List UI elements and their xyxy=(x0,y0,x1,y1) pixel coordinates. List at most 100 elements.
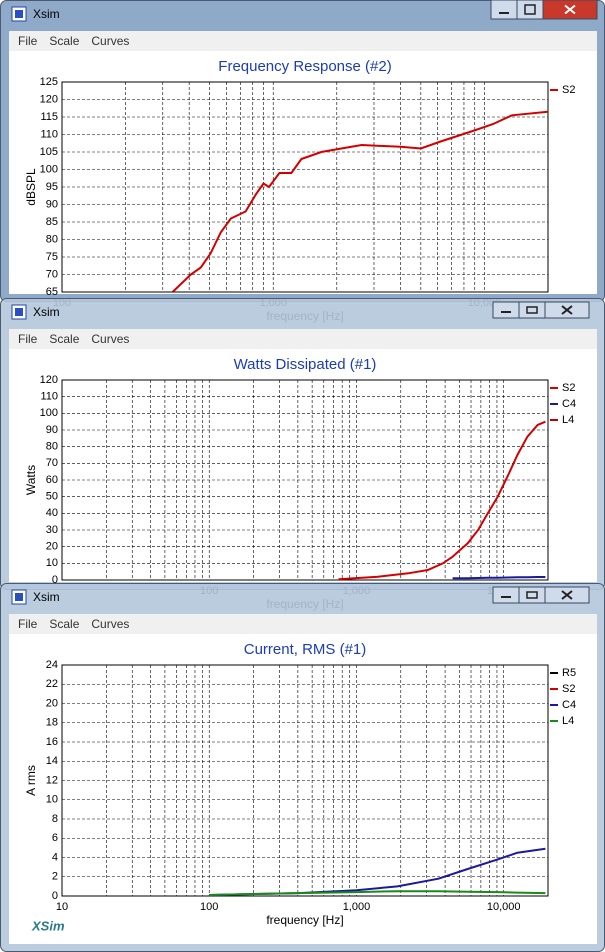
y-tick-label: 18 xyxy=(46,717,58,729)
y-tick-label: 40 xyxy=(46,507,58,519)
y-tick-label: 14 xyxy=(46,755,58,767)
y-tick-label: 16 xyxy=(46,736,58,748)
legend-label: C4 xyxy=(562,398,576,410)
window: Xsim File Scale Curves Frequency Response (#… xyxy=(0,0,605,323)
y-tick-label: 120 xyxy=(40,374,58,386)
y-tick-label: 65 xyxy=(46,286,58,298)
menu-item[interactable]: File xyxy=(18,617,38,631)
y-tick-label: 24 xyxy=(46,659,58,671)
y-axis-label: Watts xyxy=(24,465,38,495)
menu-item[interactable]: File xyxy=(18,34,38,48)
y-tick-label: 10 xyxy=(46,557,58,569)
y-tick-label: 22 xyxy=(46,678,58,690)
menu-item[interactable]: File xyxy=(18,332,38,346)
client-area xyxy=(9,349,597,582)
y-tick-label: 90 xyxy=(46,198,58,210)
y-axis-label: dBSPL xyxy=(24,168,38,206)
series-line xyxy=(338,420,546,580)
series-line xyxy=(209,890,546,896)
y-tick-label: 20 xyxy=(46,541,58,553)
y-tick-label: 110 xyxy=(40,128,58,140)
close-glyph xyxy=(564,4,576,15)
y-tick-label: 85 xyxy=(46,216,58,228)
y-tick-label: 80 xyxy=(46,233,58,245)
y-tick-label: 105 xyxy=(40,146,58,158)
brand: XSim xyxy=(31,918,65,933)
window-title: Xsim xyxy=(33,7,60,21)
menu-item[interactable]: Curves xyxy=(91,332,129,346)
maximize-button[interactable] xyxy=(516,0,544,20)
chart-title: Watts Dissipated (#1) xyxy=(234,356,377,373)
chart-title: Frequency Response (#2) xyxy=(218,58,391,75)
x-tick-label: 100 xyxy=(200,901,218,913)
y-tick-label: 125 xyxy=(40,76,58,88)
window: Xsim File Scale Curves XSim Current, RMS (#1)… xyxy=(0,583,605,952)
minimize-button[interactable] xyxy=(492,586,520,604)
client-area xyxy=(9,634,597,944)
y-tick-label: 0 xyxy=(52,890,58,902)
y-tick-label: 2 xyxy=(52,871,58,883)
maximize-glyph xyxy=(526,591,538,599)
plot-frame xyxy=(61,81,549,293)
window-title: Xsim xyxy=(33,590,60,604)
legend-label: L4 xyxy=(562,414,574,426)
y-tick-label: 75 xyxy=(46,251,58,263)
legend-label: S2 xyxy=(562,382,575,394)
window: Xsim File Scale Curves Watts Dissipated (#1)… xyxy=(0,298,605,611)
maximize-button[interactable] xyxy=(518,586,546,604)
y-tick-label: 8 xyxy=(52,813,58,825)
x-axis-label: frequency [Hz] xyxy=(266,913,343,927)
legend-label: S2 xyxy=(562,683,575,695)
y-tick-label: 90 xyxy=(46,424,58,436)
x-tick-label: 10,000 xyxy=(487,901,521,913)
y-tick-label: 80 xyxy=(46,441,58,453)
menu-item[interactable]: Curves xyxy=(91,617,129,631)
legend-label: R5 xyxy=(562,667,576,679)
menu-bar xyxy=(9,614,597,634)
y-axis-label: A rms xyxy=(24,765,38,796)
y-tick-label: 100 xyxy=(40,163,58,175)
client-area xyxy=(9,51,597,294)
y-tick-label: 100 xyxy=(40,407,58,419)
window-title: Xsim xyxy=(33,305,60,319)
plot-frame xyxy=(61,664,549,897)
y-tick-label: 95 xyxy=(46,181,58,193)
close-glyph xyxy=(561,590,573,600)
icon-mark xyxy=(15,308,23,316)
y-tick-label: 70 xyxy=(46,268,58,280)
minimize-button[interactable] xyxy=(492,301,520,319)
maximize-button[interactable] xyxy=(518,301,546,319)
maximize-glyph xyxy=(526,306,538,314)
y-tick-label: 12 xyxy=(46,774,58,786)
menu-item[interactable]: Scale xyxy=(49,617,79,631)
menu-bar xyxy=(9,329,597,349)
chart: Watts Dissipated (#1)Wattsfrequency [Hz]… xyxy=(24,356,576,611)
y-tick-label: 10 xyxy=(46,794,58,806)
plot-frame xyxy=(61,379,549,581)
x-tick-label: 1,000 xyxy=(343,901,371,913)
icon-mark xyxy=(15,10,23,18)
menu-item[interactable]: Curves xyxy=(91,34,129,48)
y-tick-label: 120 xyxy=(40,93,58,105)
maximize-glyph xyxy=(524,4,536,15)
menu-item[interactable]: Scale xyxy=(49,34,79,48)
y-tick-label: 110 xyxy=(40,391,58,403)
series-line xyxy=(171,110,548,292)
series-line xyxy=(452,576,546,580)
y-tick-label: 60 xyxy=(46,474,58,486)
y-tick-label: 0 xyxy=(52,574,58,586)
y-tick-label: 115 xyxy=(40,111,58,123)
icon-mark xyxy=(15,593,23,601)
menu-item[interactable]: Scale xyxy=(49,332,79,346)
y-tick-label: 50 xyxy=(46,491,58,503)
close-glyph xyxy=(561,305,573,315)
chart-title: Current, RMS (#1) xyxy=(244,641,367,658)
legend-label: C4 xyxy=(562,699,576,711)
y-tick-label: 70 xyxy=(46,457,58,469)
y-tick-label: 30 xyxy=(46,524,58,536)
minimize-button[interactable] xyxy=(490,0,518,20)
legend-label: L4 xyxy=(562,715,574,727)
y-tick-label: 20 xyxy=(46,697,58,709)
chart: Frequency Response (#2)dBSPLfrequency [H… xyxy=(24,58,575,323)
